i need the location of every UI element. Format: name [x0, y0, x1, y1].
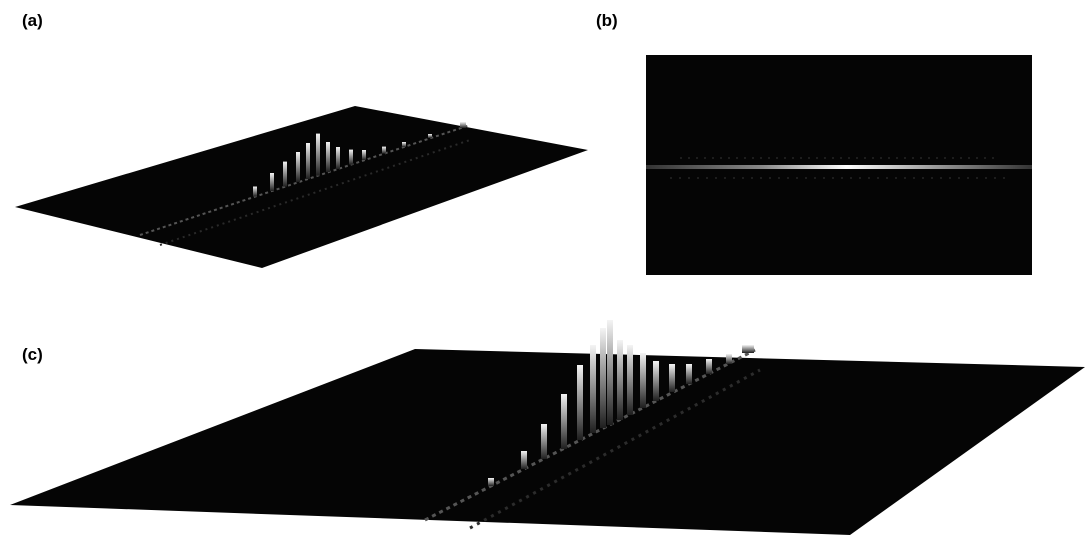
panel-label: (c): [22, 345, 43, 364]
streak: [646, 165, 1032, 169]
surface-plot: [15, 106, 588, 268]
spectrum-image: [646, 55, 1032, 275]
surface-plane: [10, 349, 1085, 535]
surface-plot: [10, 320, 1085, 535]
surface-plane: [15, 106, 588, 268]
page: (a) (b) (c): [0, 0, 1086, 538]
figure: (a) (b) (c): [0, 0, 1086, 538]
panel-label: (a): [22, 11, 43, 30]
panel-label: (b): [596, 11, 618, 30]
